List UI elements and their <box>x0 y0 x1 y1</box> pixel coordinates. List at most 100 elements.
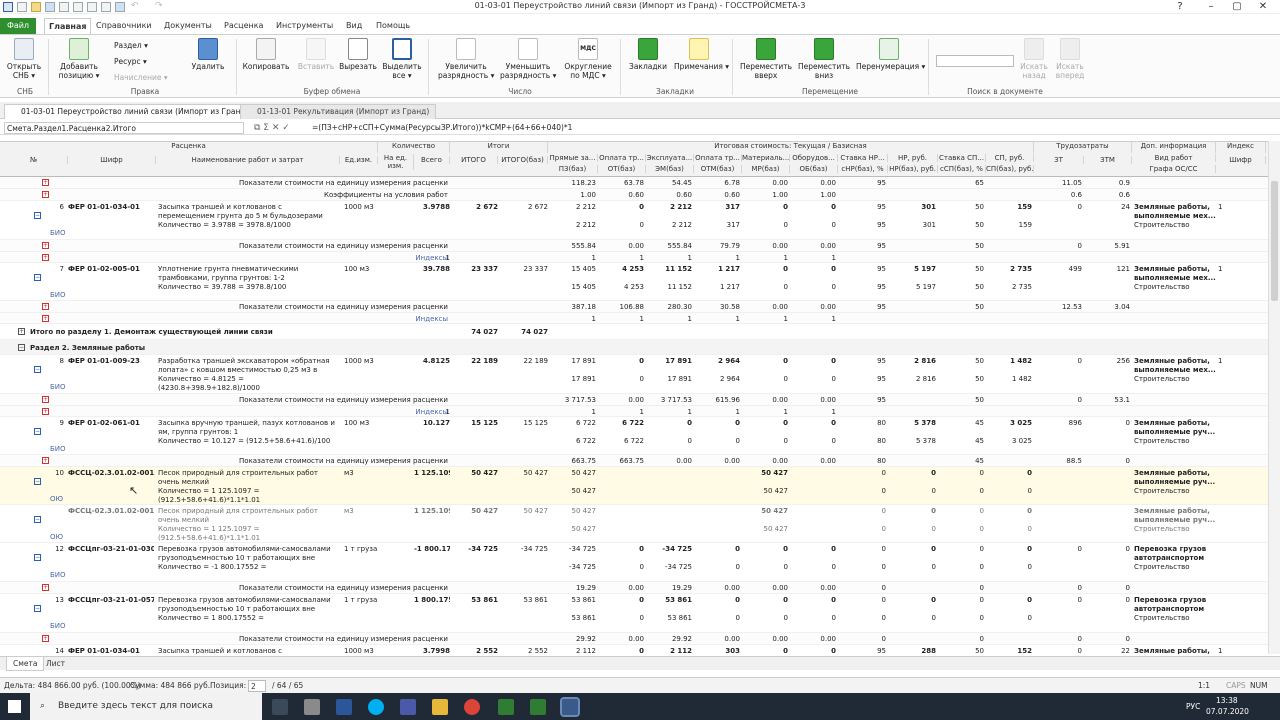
table-row[interactable]: − БИО 8 ФЕР 01-01-009-23 Разработка траншей … <box>0 355 1268 394</box>
app2-icon[interactable] <box>530 699 546 715</box>
col-vid[interactable]: Вид работ <box>1132 154 1216 162</box>
cell-reference-input[interactable]: Смета.Раздел1.Расценка2.Итого <box>4 122 244 134</box>
close-button[interactable]: ✕ <box>1258 1 1268 12</box>
tab-home[interactable]: Главная <box>44 18 92 34</box>
collapse-minus-icon[interactable]: − <box>34 366 41 373</box>
search-input[interactable] <box>936 55 1014 67</box>
collapse-minus-icon[interactable]: − <box>34 478 41 485</box>
status-zoom[interactable]: 1:1 <box>1198 681 1211 690</box>
total-row[interactable]: + Итого по разделу 1. Демонтаж существующ… <box>0 324 1268 340</box>
position-code[interactable]: ФЕР 01-01-034-01 <box>68 647 140 654</box>
table-row[interactable]: − ОЮ ФССЦ-02.3.01.02-0012 Песок природный д… <box>0 505 1268 543</box>
notes-button[interactable]: Примечания ▾ <box>674 38 729 71</box>
cut-button[interactable]: Вырезать <box>338 38 378 71</box>
position-input[interactable]: 2 <box>248 680 266 692</box>
renumber-button[interactable]: Перенумерация ▾ <box>856 38 925 71</box>
redo-icon[interactable]: ↷ <box>155 1 163 11</box>
task-view-icon[interactable] <box>272 699 288 715</box>
col-na-ed[interactable]: На ед. изм. <box>378 154 414 170</box>
tab-tools[interactable]: Инструменты <box>276 21 334 30</box>
new-doc-icon[interactable] <box>17 2 27 12</box>
tab-help[interactable]: Помощь <box>376 21 411 30</box>
col-nr[interactable]: НР, руб. <box>888 154 938 162</box>
col-ssp[interactable]: Ставка СП... <box>938 154 986 162</box>
col-mr-baz[interactable]: МР(баз) <box>742 165 790 173</box>
settings-icon[interactable] <box>101 2 111 12</box>
search-back-button[interactable]: Искать назад <box>1018 38 1050 80</box>
collapse-minus-icon[interactable]: − <box>34 554 41 561</box>
formula-tools-icon[interactable]: ⧉ Σ ✕ ✓ <box>254 123 290 133</box>
nachislenie-button[interactable]: Начисление ▾ <box>114 73 168 82</box>
indicator-row[interactable]: + Показатели стоимости на единицу измерен… <box>0 455 1268 467</box>
gosstroysmeta-icon[interactable] <box>498 699 514 715</box>
windows-start-icon[interactable] <box>8 700 21 713</box>
help-icon[interactable]: ? <box>1177 1 1183 12</box>
expand-plus-icon[interactable]: + <box>42 254 49 261</box>
table-row[interactable]: − БИО 6 ФЕР 01-01-034-01 Засыпка траншей и к… <box>0 201 1268 240</box>
bookmarks-button[interactable]: Закладки <box>628 38 668 71</box>
expand-plus-icon[interactable]: + <box>18 328 25 335</box>
position-code[interactable]: ФЕР 01-01-009-23 <box>68 357 140 365</box>
tab-documents[interactable]: Документы <box>164 21 212 30</box>
paste-button[interactable]: Вставить <box>296 38 336 71</box>
indicator-row[interactable]: + Показатели стоимости на единицу измерен… <box>0 240 1268 252</box>
formula-input[interactable]: =(ПЗ+сНР+сСП+Сумма(РесурсыЗР.Итого))*kСМ… <box>312 123 573 132</box>
search-forward-button[interactable]: Искать вперед <box>1054 38 1086 80</box>
expand-plus-icon[interactable]: + <box>42 179 49 186</box>
col-no[interactable]: № <box>0 156 68 164</box>
col-graf[interactable]: Графа ОС/СС <box>1132 165 1216 173</box>
position-code[interactable]: ФССЦ-02.3.01.02-0012 <box>68 507 154 515</box>
undo-icon[interactable]: ↶ <box>131 1 139 11</box>
active-app-icon[interactable] <box>560 697 580 717</box>
taskbar-search-input[interactable]: ⌕ Введите здесь текст для поиска <box>30 693 262 720</box>
preview-icon[interactable] <box>73 2 83 12</box>
position-code[interactable]: ФЕР 01-02-061-01 <box>68 419 140 427</box>
scrollbar-thumb[interactable] <box>1271 181 1278 301</box>
sheet-tab-smeta[interactable]: Смета <box>6 657 45 671</box>
position-code[interactable]: ФЕР 01-02-005-01 <box>68 265 140 273</box>
add-position-button[interactable]: Добавить позицию ▾ <box>56 38 102 80</box>
expand-plus-icon[interactable]: + <box>42 242 49 249</box>
table-row[interactable]: − БИО 9 ФЕР 01-02-061-01 Засыпка вручную тра… <box>0 417 1268 455</box>
expand-plus-icon[interactable]: + <box>42 408 49 415</box>
tab-file[interactable]: Файл <box>0 18 36 34</box>
col-itogo[interactable]: ИТОГО <box>450 156 498 164</box>
col-vsego[interactable]: Всего <box>414 156 450 164</box>
col-shifr[interactable]: Шифр <box>68 156 156 164</box>
skype-icon[interactable] <box>368 699 384 715</box>
indicator-row[interactable]: + Индексы 1 1 1 1 1 1 <box>0 313 1268 324</box>
col-ot[interactable]: Оплата тр... <box>598 154 646 162</box>
maximize-button[interactable]: ▢ <box>1232 1 1242 12</box>
indicator-row[interactable]: + Индексы 1 1 1 1 1 1 1 <box>0 252 1268 263</box>
col-snr[interactable]: Ставка НР... <box>838 154 888 162</box>
col-itogo-baz[interactable]: ИТОГО(баз) <box>498 156 548 164</box>
table-row[interactable]: − БИО 7 ФЕР 01-02-005-01 Уплотнение грунта п… <box>0 263 1268 301</box>
resurs-button[interactable]: Ресурс ▾ <box>114 57 147 66</box>
col-em-baz[interactable]: ЭМ(баз) <box>646 165 694 173</box>
export-icon[interactable] <box>87 2 97 12</box>
col-ed[interactable]: Ед.изм. <box>340 156 378 164</box>
save-icon[interactable] <box>45 2 55 12</box>
col-nr-baz[interactable]: НР(баз), руб. <box>888 165 938 173</box>
col-mr[interactable]: Материаль... <box>742 154 790 162</box>
tab-view[interactable]: Вид <box>346 21 363 30</box>
razdel-button[interactable]: Раздел ▾ <box>114 41 148 50</box>
collapse-minus-icon[interactable]: − <box>34 516 41 523</box>
calculator-icon[interactable] <box>400 699 416 715</box>
position-code[interactable]: ФЕР 01-01-034-01 <box>68 203 140 211</box>
print-icon[interactable] <box>59 2 69 12</box>
move-down-button[interactable]: Переместить вниз <box>798 38 850 80</box>
col-ob-baz[interactable]: ОБ(баз) <box>790 165 838 173</box>
expand-plus-icon[interactable]: + <box>42 635 49 642</box>
tools-icon[interactable] <box>115 2 125 12</box>
doc-tab-active[interactable]: 01-03-01 Переустройство линий связи (Имп… <box>4 104 271 119</box>
collapse-minus-icon[interactable]: − <box>34 605 41 612</box>
indicator-row[interactable]: + Показатели стоимости на единицу измерен… <box>0 582 1268 594</box>
col-index-shifr[interactable]: Шифр <box>1216 156 1266 164</box>
col-pz-baz[interactable]: ПЗ(баз) <box>548 165 598 173</box>
col-ob[interactable]: Оборудов... <box>790 154 838 162</box>
select-all-button[interactable]: Выделить все ▾ <box>382 38 422 80</box>
col-sp-baz[interactable]: СП(баз), руб. <box>986 165 1034 173</box>
move-up-button[interactable]: Переместить вверх <box>740 38 792 80</box>
